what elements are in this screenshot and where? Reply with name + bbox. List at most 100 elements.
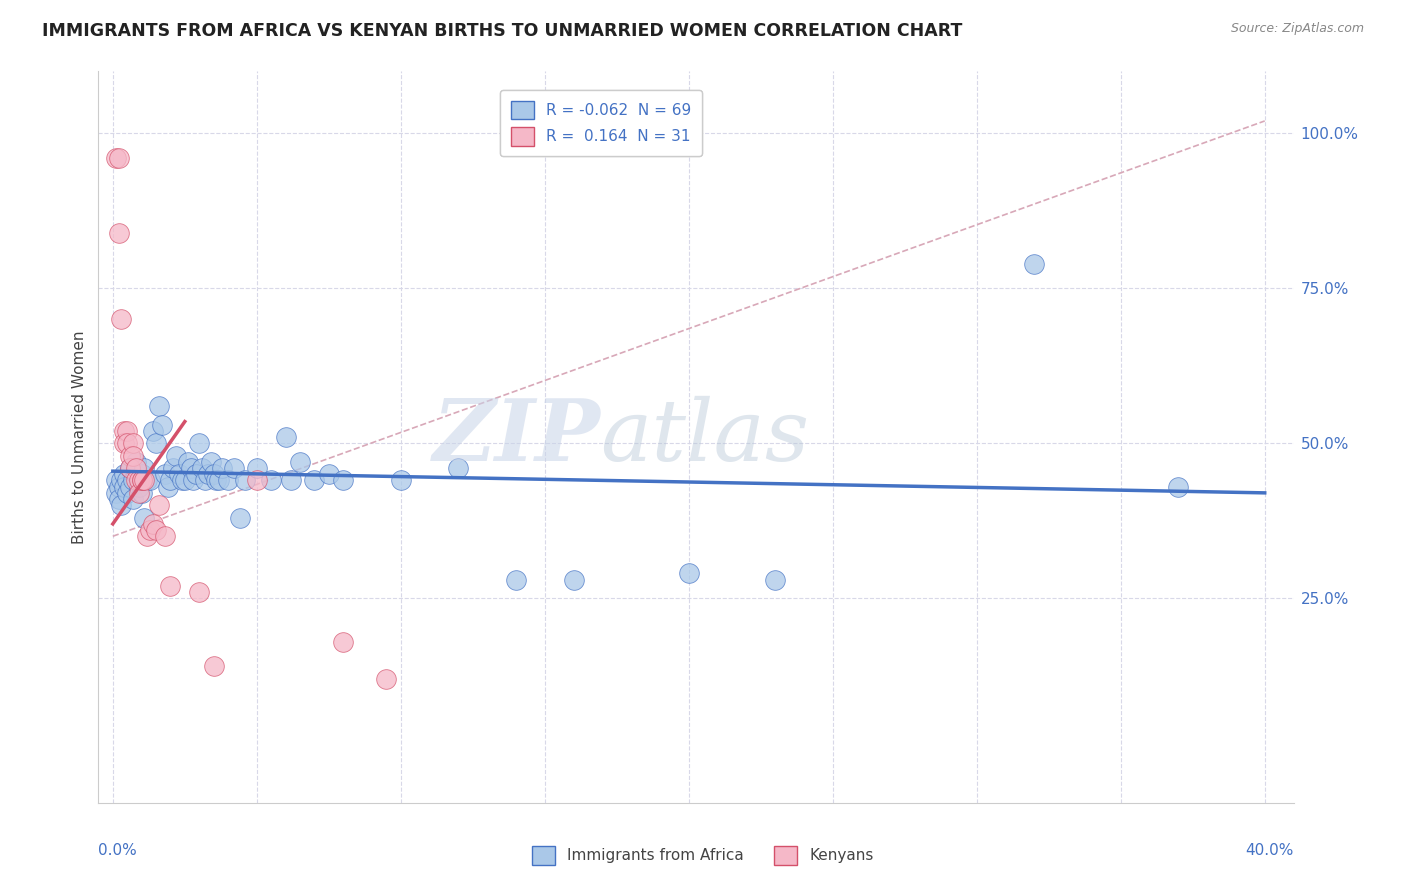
Y-axis label: Births to Unmarried Women: Births to Unmarried Women [72, 330, 87, 544]
Point [197, 467, 219, 482]
Point [562, 573, 585, 587]
Point [332, 474, 354, 488]
Point [128, 474, 150, 488]
Point [191, 461, 214, 475]
Point [125, 455, 148, 469]
Point [115, 436, 138, 450]
Point [120, 449, 142, 463]
Point [110, 474, 132, 488]
Point [1024, 256, 1046, 270]
Point [110, 498, 132, 512]
Point [148, 498, 170, 512]
Legend: R = -0.062  N = 69, R =  0.164  N = 31: R = -0.062 N = 69, R = 0.164 N = 31 [501, 90, 702, 156]
Point [131, 474, 153, 488]
Point [134, 461, 156, 475]
Point [188, 585, 211, 599]
Point [115, 486, 138, 500]
Point [246, 474, 269, 488]
Point [104, 151, 127, 165]
Point [110, 312, 132, 326]
Point [125, 474, 148, 488]
Point [205, 474, 228, 488]
Point [150, 417, 173, 432]
Point [156, 480, 179, 494]
Point [763, 573, 786, 587]
Point [122, 491, 145, 506]
Point [304, 474, 326, 488]
Point [104, 486, 127, 500]
Point [332, 634, 354, 648]
Point [112, 480, 135, 494]
Point [134, 510, 156, 524]
Point [194, 474, 217, 488]
Point [173, 474, 195, 488]
Point [260, 474, 283, 488]
Point [139, 474, 162, 488]
Point [280, 474, 302, 488]
Point [139, 523, 162, 537]
Point [202, 659, 225, 673]
Point [134, 474, 156, 488]
Point [131, 474, 153, 488]
Point [375, 672, 398, 686]
Point [188, 436, 211, 450]
Legend: Immigrants from Africa, Kenyans: Immigrants from Africa, Kenyans [522, 836, 884, 875]
Point [122, 474, 145, 488]
Point [107, 491, 129, 506]
Point [122, 436, 145, 450]
Text: 0.0%: 0.0% [98, 843, 138, 858]
Text: Source: ZipAtlas.com: Source: ZipAtlas.com [1230, 22, 1364, 36]
Point [1167, 480, 1189, 494]
Point [115, 474, 138, 488]
Point [120, 461, 142, 475]
Point [112, 436, 135, 450]
Point [142, 424, 165, 438]
Point [107, 480, 129, 494]
Point [131, 467, 153, 482]
Point [167, 467, 190, 482]
Point [145, 523, 167, 537]
Point [505, 573, 527, 587]
Point [288, 455, 311, 469]
Point [159, 474, 181, 488]
Point [136, 529, 159, 543]
Point [162, 461, 184, 475]
Point [153, 529, 176, 543]
Point [122, 449, 145, 463]
Point [180, 461, 202, 475]
Point [208, 474, 231, 488]
Point [183, 474, 205, 488]
Point [145, 436, 167, 450]
Point [176, 455, 198, 469]
Point [112, 424, 135, 438]
Point [131, 486, 153, 500]
Point [233, 474, 256, 488]
Point [128, 480, 150, 494]
Point [447, 461, 470, 475]
Point [165, 449, 187, 463]
Point [128, 486, 150, 500]
Point [186, 467, 208, 482]
Point [120, 461, 142, 475]
Point [120, 480, 142, 494]
Text: atlas: atlas [600, 396, 810, 478]
Text: 40.0%: 40.0% [1246, 843, 1294, 858]
Point [318, 467, 340, 482]
Point [217, 474, 239, 488]
Point [153, 467, 176, 482]
Point [170, 474, 193, 488]
Point [389, 474, 412, 488]
Point [107, 226, 129, 240]
Point [128, 474, 150, 488]
Text: IMMIGRANTS FROM AFRICA VS KENYAN BIRTHS TO UNMARRIED WOMEN CORRELATION CHART: IMMIGRANTS FROM AFRICA VS KENYAN BIRTHS … [42, 22, 963, 40]
Point [148, 399, 170, 413]
Point [200, 455, 222, 469]
Text: ZIP: ZIP [433, 395, 600, 479]
Point [159, 579, 181, 593]
Point [125, 461, 148, 475]
Point [115, 424, 138, 438]
Point [202, 467, 225, 482]
Point [274, 430, 297, 444]
Point [112, 467, 135, 482]
Point [104, 474, 127, 488]
